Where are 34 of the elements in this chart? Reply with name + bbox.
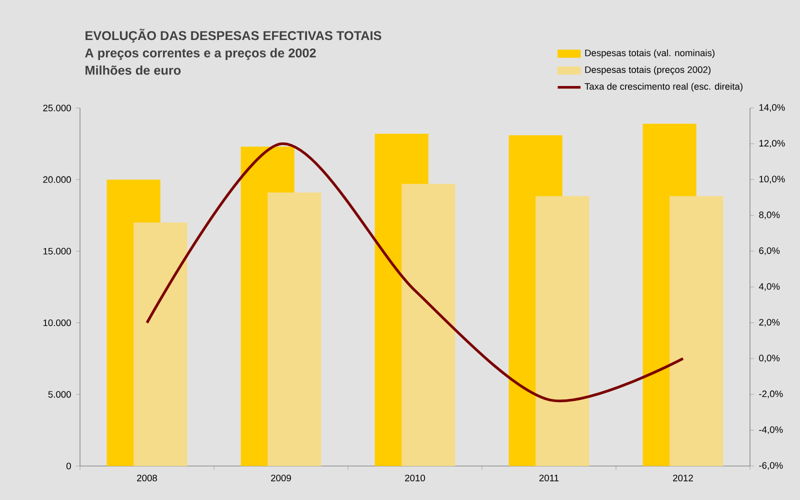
y-tick-label: 10.000 xyxy=(43,320,71,326)
x-tick-label: 2008 xyxy=(137,474,157,482)
bar xyxy=(670,196,724,466)
x-tick-label: 2012 xyxy=(673,474,693,482)
line-series xyxy=(146,142,684,402)
y2-tick-label: 6,0% xyxy=(759,247,780,256)
y2-tick-label: 12,0% xyxy=(759,140,785,148)
bar xyxy=(134,222,188,466)
y-tick-label: 5.000 xyxy=(48,391,71,398)
y2-tick-label: 14,0% xyxy=(759,104,785,112)
y2-tick-label: 10,0% xyxy=(759,176,785,184)
x-tick-label: 2009 xyxy=(271,474,291,482)
y-tick-label: 0 xyxy=(66,462,71,470)
y2-tick-label: 0,0% xyxy=(759,354,780,362)
y2-tick-label: 4,0% xyxy=(758,283,780,291)
legend-label: Despesas totais (val. nominais) xyxy=(585,49,714,58)
y-axis-title: Milhões de euro xyxy=(86,65,181,75)
x-tick-label: 2010 xyxy=(405,474,426,482)
legend-label: Taxa de crescimento real (esc. direita) xyxy=(584,82,742,92)
y-tick-label: 25.000 xyxy=(43,104,71,112)
y2-tick-label: 2,0% xyxy=(759,318,780,327)
y2-tick-label: -6,0% xyxy=(759,462,783,470)
bar xyxy=(536,196,590,466)
chart-subtitle: A preços correntes e a preços de 2002 xyxy=(85,48,316,60)
chart-title: EVOLUÇÃO DAS DESPESAS EFECTIVAS TOTAIS xyxy=(86,28,382,43)
bar xyxy=(268,192,322,466)
y-tick-label: 15.000 xyxy=(43,248,71,254)
y-tick-label: 20.000 xyxy=(43,176,71,183)
y2-tick-label: 8,0% xyxy=(759,212,780,220)
x-tick-label: 2011 xyxy=(539,474,559,482)
legend-label: Despesas totais (preços 2002) xyxy=(585,66,710,75)
y2-tick-label: -2,0% xyxy=(759,390,783,398)
bar xyxy=(402,184,456,466)
y2-tick-label: -4,0% xyxy=(759,426,783,434)
